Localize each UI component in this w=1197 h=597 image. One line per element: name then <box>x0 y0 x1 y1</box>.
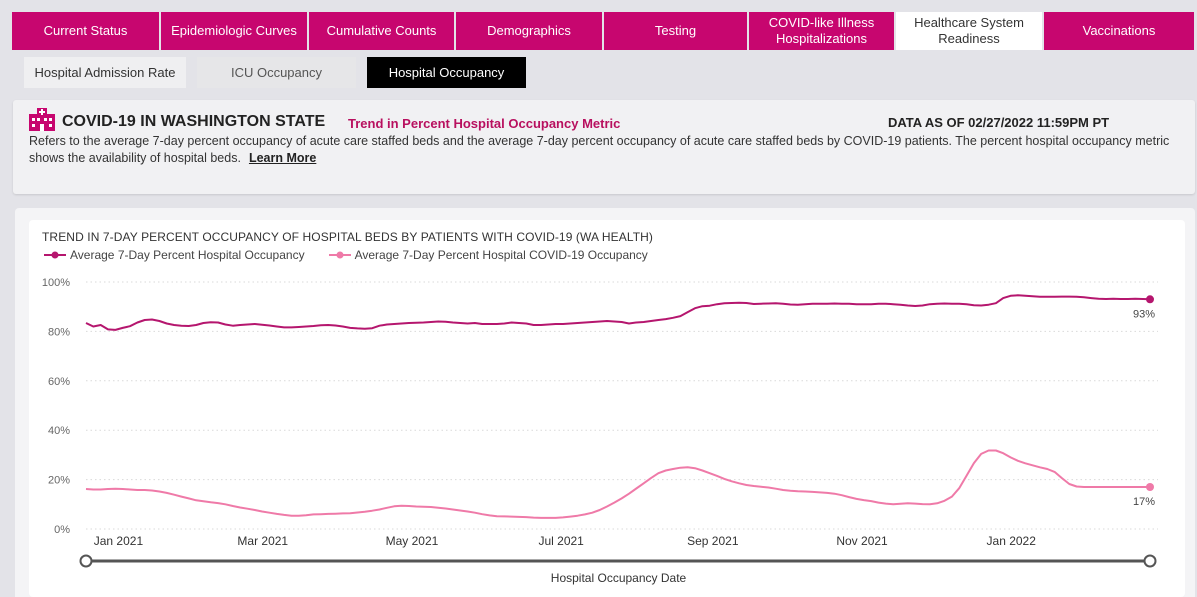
legend-label-total: Average 7-Day Percent Hospital Occupancy <box>70 248 305 262</box>
x-tick-label: Jan 2022 <box>987 534 1037 548</box>
y-axis-ticks: 0% 20% 40% 60% 80% 100% <box>42 277 70 536</box>
tab-covid-like-illness-hospitalizations[interactable]: COVID-like Illness Hospitalizations <box>749 12 894 50</box>
description-text: Refers to the average 7-day percent occu… <box>29 134 1170 165</box>
legend-item-covid[interactable]: Average 7-Day Percent Hospital COVID-19 … <box>328 248 648 262</box>
tab-cumulative-counts[interactable]: Cumulative Counts <box>309 12 454 50</box>
metric-description: Refers to the average 7-day percent occu… <box>29 133 1189 167</box>
end-value-label-total: 93% <box>1133 308 1155 320</box>
hospital-icon <box>29 108 55 131</box>
chart-series: 93% 17% <box>85 294 1155 519</box>
series-line-covid[interactable] <box>85 449 1150 519</box>
chart-gridlines <box>86 281 1158 530</box>
slider-handle-end[interactable] <box>1143 554 1157 568</box>
legend-marker-covid <box>328 251 351 259</box>
tab-demographics[interactable]: Demographics <box>456 12 602 50</box>
series-end-point-covid[interactable] <box>1146 483 1154 492</box>
chart-card <box>29 220 1185 597</box>
subtab-hospital-occupancy[interactable]: Hospital Occupancy <box>367 57 526 88</box>
sub-tab-bar: Hospital Admission Rate ICU Occupancy Ho… <box>24 57 526 88</box>
y-tick-label: 60% <box>48 376 70 388</box>
y-tick-label: 20% <box>48 475 70 487</box>
subtab-icu-occupancy[interactable]: ICU Occupancy <box>197 57 356 88</box>
chart-title: TREND IN 7-DAY PERCENT OCCUPANCY OF HOSP… <box>42 230 654 244</box>
tab-vaccinations[interactable]: Vaccinations <box>1044 12 1194 50</box>
info-panel: COVID-19 IN WASHINGTON STATE Trend in Pe… <box>13 100 1195 194</box>
legend-label-covid: Average 7-Day Percent Hospital COVID-19 … <box>354 248 648 262</box>
x-tick-label: May 2021 <box>386 534 439 548</box>
subtab-hospital-admission-rate[interactable]: Hospital Admission Rate <box>24 57 186 88</box>
series-line-total[interactable] <box>85 294 1151 331</box>
tab-testing[interactable]: Testing <box>604 12 747 50</box>
page-subtitle: Trend in Percent Hospital Occupancy Metr… <box>348 116 621 131</box>
x-axis-title: Hospital Occupancy Date <box>550 571 687 585</box>
data-as-of-date: DATA AS OF 02/27/2022 11:59PM PT <box>888 115 1110 130</box>
slider-handle-start[interactable] <box>79 554 93 568</box>
page-title: COVID-19 IN WASHINGTON STATE <box>62 113 326 130</box>
y-tick-label: 100% <box>42 277 70 289</box>
legend-marker-total <box>44 251 66 259</box>
series-end-point-total[interactable] <box>1146 295 1154 304</box>
legend-item-total[interactable]: Average 7-Day Percent Hospital Occupancy <box>44 248 305 262</box>
tab-healthcare-system-readiness[interactable]: Healthcare System Readiness <box>896 12 1042 50</box>
x-axis-ticks: Jan 2021 Mar 2021 May 2021 Jul 2021 Sep 2021… <box>94 534 1036 548</box>
chart-legend: Average 7-Day Percent Hospital Occupancy… <box>44 248 648 262</box>
y-tick-label: 0% <box>54 524 70 536</box>
learn-more-link[interactable]: Learn More <box>248 151 317 165</box>
x-tick-label: Jul 2021 <box>538 534 584 548</box>
tab-current-status[interactable]: Current Status <box>12 12 159 50</box>
date-range-slider <box>79 554 1157 568</box>
tab-epidemiologic-curves[interactable]: Epidemiologic Curves <box>161 12 307 50</box>
y-tick-label: 80% <box>48 326 70 338</box>
x-tick-label: Nov 2021 <box>836 534 888 548</box>
x-tick-label: Mar 2021 <box>237 534 288 548</box>
y-tick-label: 40% <box>48 425 70 437</box>
end-value-label-covid: 17% <box>1133 496 1155 508</box>
x-tick-label: Sep 2021 <box>687 534 739 548</box>
x-tick-label: Jan 2021 <box>94 534 144 548</box>
main-tab-bar: Current Status Epidemiologic Curves Cumu… <box>12 12 1197 50</box>
